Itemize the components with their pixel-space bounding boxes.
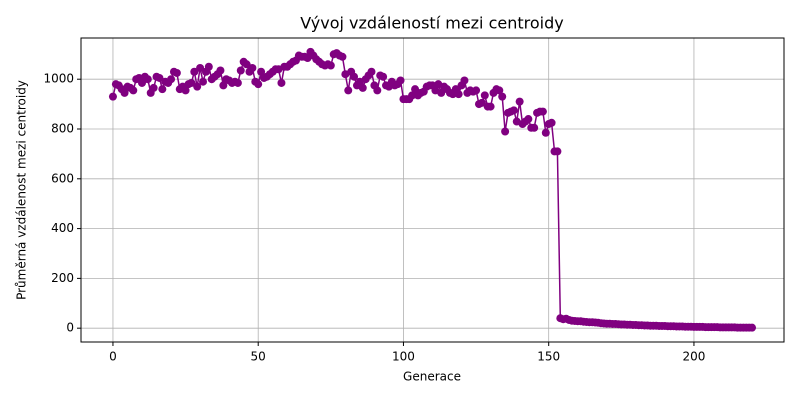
data-point — [155, 73, 164, 82]
data-point — [204, 62, 213, 71]
chart-title: Vývoj vzdáleností mezi centroidy — [300, 14, 563, 33]
y-tick-label: 0 — [66, 321, 74, 335]
data-point — [480, 91, 489, 100]
data-point — [219, 81, 228, 90]
data-point — [509, 106, 518, 115]
data-point — [396, 76, 405, 85]
data-point — [454, 90, 463, 99]
y-tick-label: 400 — [51, 221, 74, 235]
y-tick-label: 800 — [51, 122, 74, 136]
data-point — [460, 76, 469, 85]
data-point — [216, 66, 225, 75]
data-point — [379, 72, 388, 81]
data-point — [233, 78, 242, 87]
data-point — [242, 60, 251, 69]
y-tick-label: 600 — [51, 171, 74, 185]
data-point — [196, 64, 205, 73]
data-point — [530, 123, 539, 132]
data-point — [524, 115, 533, 124]
data-point — [236, 66, 245, 75]
data-point — [477, 98, 486, 107]
data-point — [472, 86, 481, 95]
y-tick-label: 1000 — [43, 72, 74, 86]
data-point — [358, 83, 367, 92]
data-point — [547, 118, 556, 127]
data-point — [541, 128, 550, 137]
data-point — [515, 97, 524, 106]
data-point — [190, 67, 199, 76]
data-point — [254, 80, 263, 89]
data-point — [248, 64, 257, 73]
data-point — [408, 91, 417, 100]
data-point — [187, 78, 196, 87]
data-point — [193, 82, 202, 91]
data-point — [138, 78, 147, 87]
data-point — [367, 67, 376, 76]
data-line — [112, 50, 753, 329]
data-point — [172, 68, 181, 77]
data-point — [344, 86, 353, 95]
data-point — [181, 86, 190, 95]
data-point — [326, 61, 335, 70]
y-axis-label: Průměrná vzdálenost mezi centroidy — [15, 80, 29, 300]
data-point — [495, 86, 504, 95]
data-point — [486, 102, 495, 111]
data-point — [149, 83, 158, 92]
data-point — [108, 92, 117, 101]
data-point — [143, 75, 152, 84]
x-tick-label: 50 — [251, 350, 266, 364]
data-point — [373, 86, 382, 95]
data-point — [338, 52, 347, 61]
data-point — [277, 78, 286, 87]
x-tick-label: 150 — [537, 350, 560, 364]
data-point — [411, 85, 420, 94]
data-point — [437, 88, 446, 97]
x-tick-label: 100 — [392, 350, 415, 364]
x-tick-label: 200 — [682, 350, 705, 364]
data-point — [748, 323, 757, 332]
data-point — [553, 147, 562, 156]
plot-frame — [80, 37, 785, 343]
x-tick-label: 0 — [109, 350, 117, 364]
data-point — [350, 72, 359, 81]
data-point — [538, 107, 547, 116]
data-point — [199, 77, 208, 86]
x-axis-label: Generace — [403, 370, 461, 384]
data-point — [498, 92, 507, 101]
data-point — [257, 67, 266, 76]
data-point — [158, 85, 167, 94]
data-point — [501, 127, 510, 136]
data-point — [129, 86, 138, 95]
data-point — [120, 88, 129, 97]
data-point — [167, 75, 176, 84]
y-tick-label: 200 — [51, 271, 74, 285]
